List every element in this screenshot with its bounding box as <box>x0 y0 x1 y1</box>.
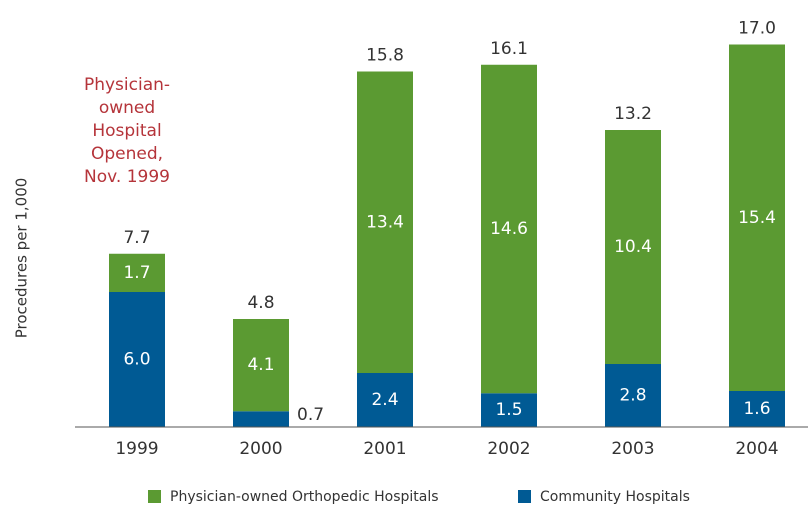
data-label: 2.4 <box>371 390 398 410</box>
annotation: Hospital <box>92 121 161 141</box>
bar-segment <box>481 64 537 394</box>
bar-segment <box>729 391 785 427</box>
annotation: Physician- <box>84 75 170 95</box>
x-tick-label: 2003 <box>611 439 654 459</box>
x-tick-label: 2004 <box>735 439 778 459</box>
bar-segment <box>109 292 165 427</box>
data-label: 15.4 <box>738 208 776 228</box>
data-label: 1.6 <box>743 399 770 419</box>
bar-segment <box>481 393 537 427</box>
x-tick-label: 2000 <box>239 439 282 459</box>
bar-segment <box>605 130 661 364</box>
bar-segment <box>605 364 661 427</box>
data-label: 1.5 <box>495 400 522 420</box>
x-tick-label: 1999 <box>115 439 158 459</box>
y-axis-label: Procedures per 1,000 <box>13 178 31 339</box>
x-tick-label: 2001 <box>363 439 406 459</box>
total-label: 4.8 <box>247 293 274 313</box>
annotation: Opened, <box>91 144 163 164</box>
x-tick-label: 2002 <box>487 439 530 459</box>
total-label: 7.7 <box>123 228 150 248</box>
bar-segment <box>233 411 289 427</box>
total-label: 16.1 <box>490 39 528 59</box>
bar-segment <box>357 71 413 373</box>
data-label: 4.1 <box>247 355 274 375</box>
bar-segment <box>357 373 413 427</box>
legend-swatch <box>518 490 531 503</box>
legend-swatch <box>148 490 161 503</box>
legend-label: Physician-owned Orthopedic Hospitals <box>170 489 439 505</box>
bar-segment <box>233 319 289 412</box>
data-label: 13.4 <box>366 212 404 232</box>
bar-segment <box>729 44 785 391</box>
bar-segment <box>109 253 165 292</box>
total-label: 13.2 <box>614 104 652 124</box>
legend-label: Community Hospitals <box>540 489 690 505</box>
data-label: 10.4 <box>614 237 652 257</box>
data-label: 2.8 <box>619 386 646 406</box>
data-label: 6.0 <box>123 350 150 370</box>
data-label: 14.6 <box>490 219 528 239</box>
total-label: 17.0 <box>738 19 776 39</box>
annotation: Nov. 1999 <box>84 167 170 187</box>
total-label: 15.8 <box>366 46 404 66</box>
annotation: owned <box>99 98 155 118</box>
data-label: 1.7 <box>123 263 150 283</box>
data-label: 0.7 <box>297 405 324 425</box>
